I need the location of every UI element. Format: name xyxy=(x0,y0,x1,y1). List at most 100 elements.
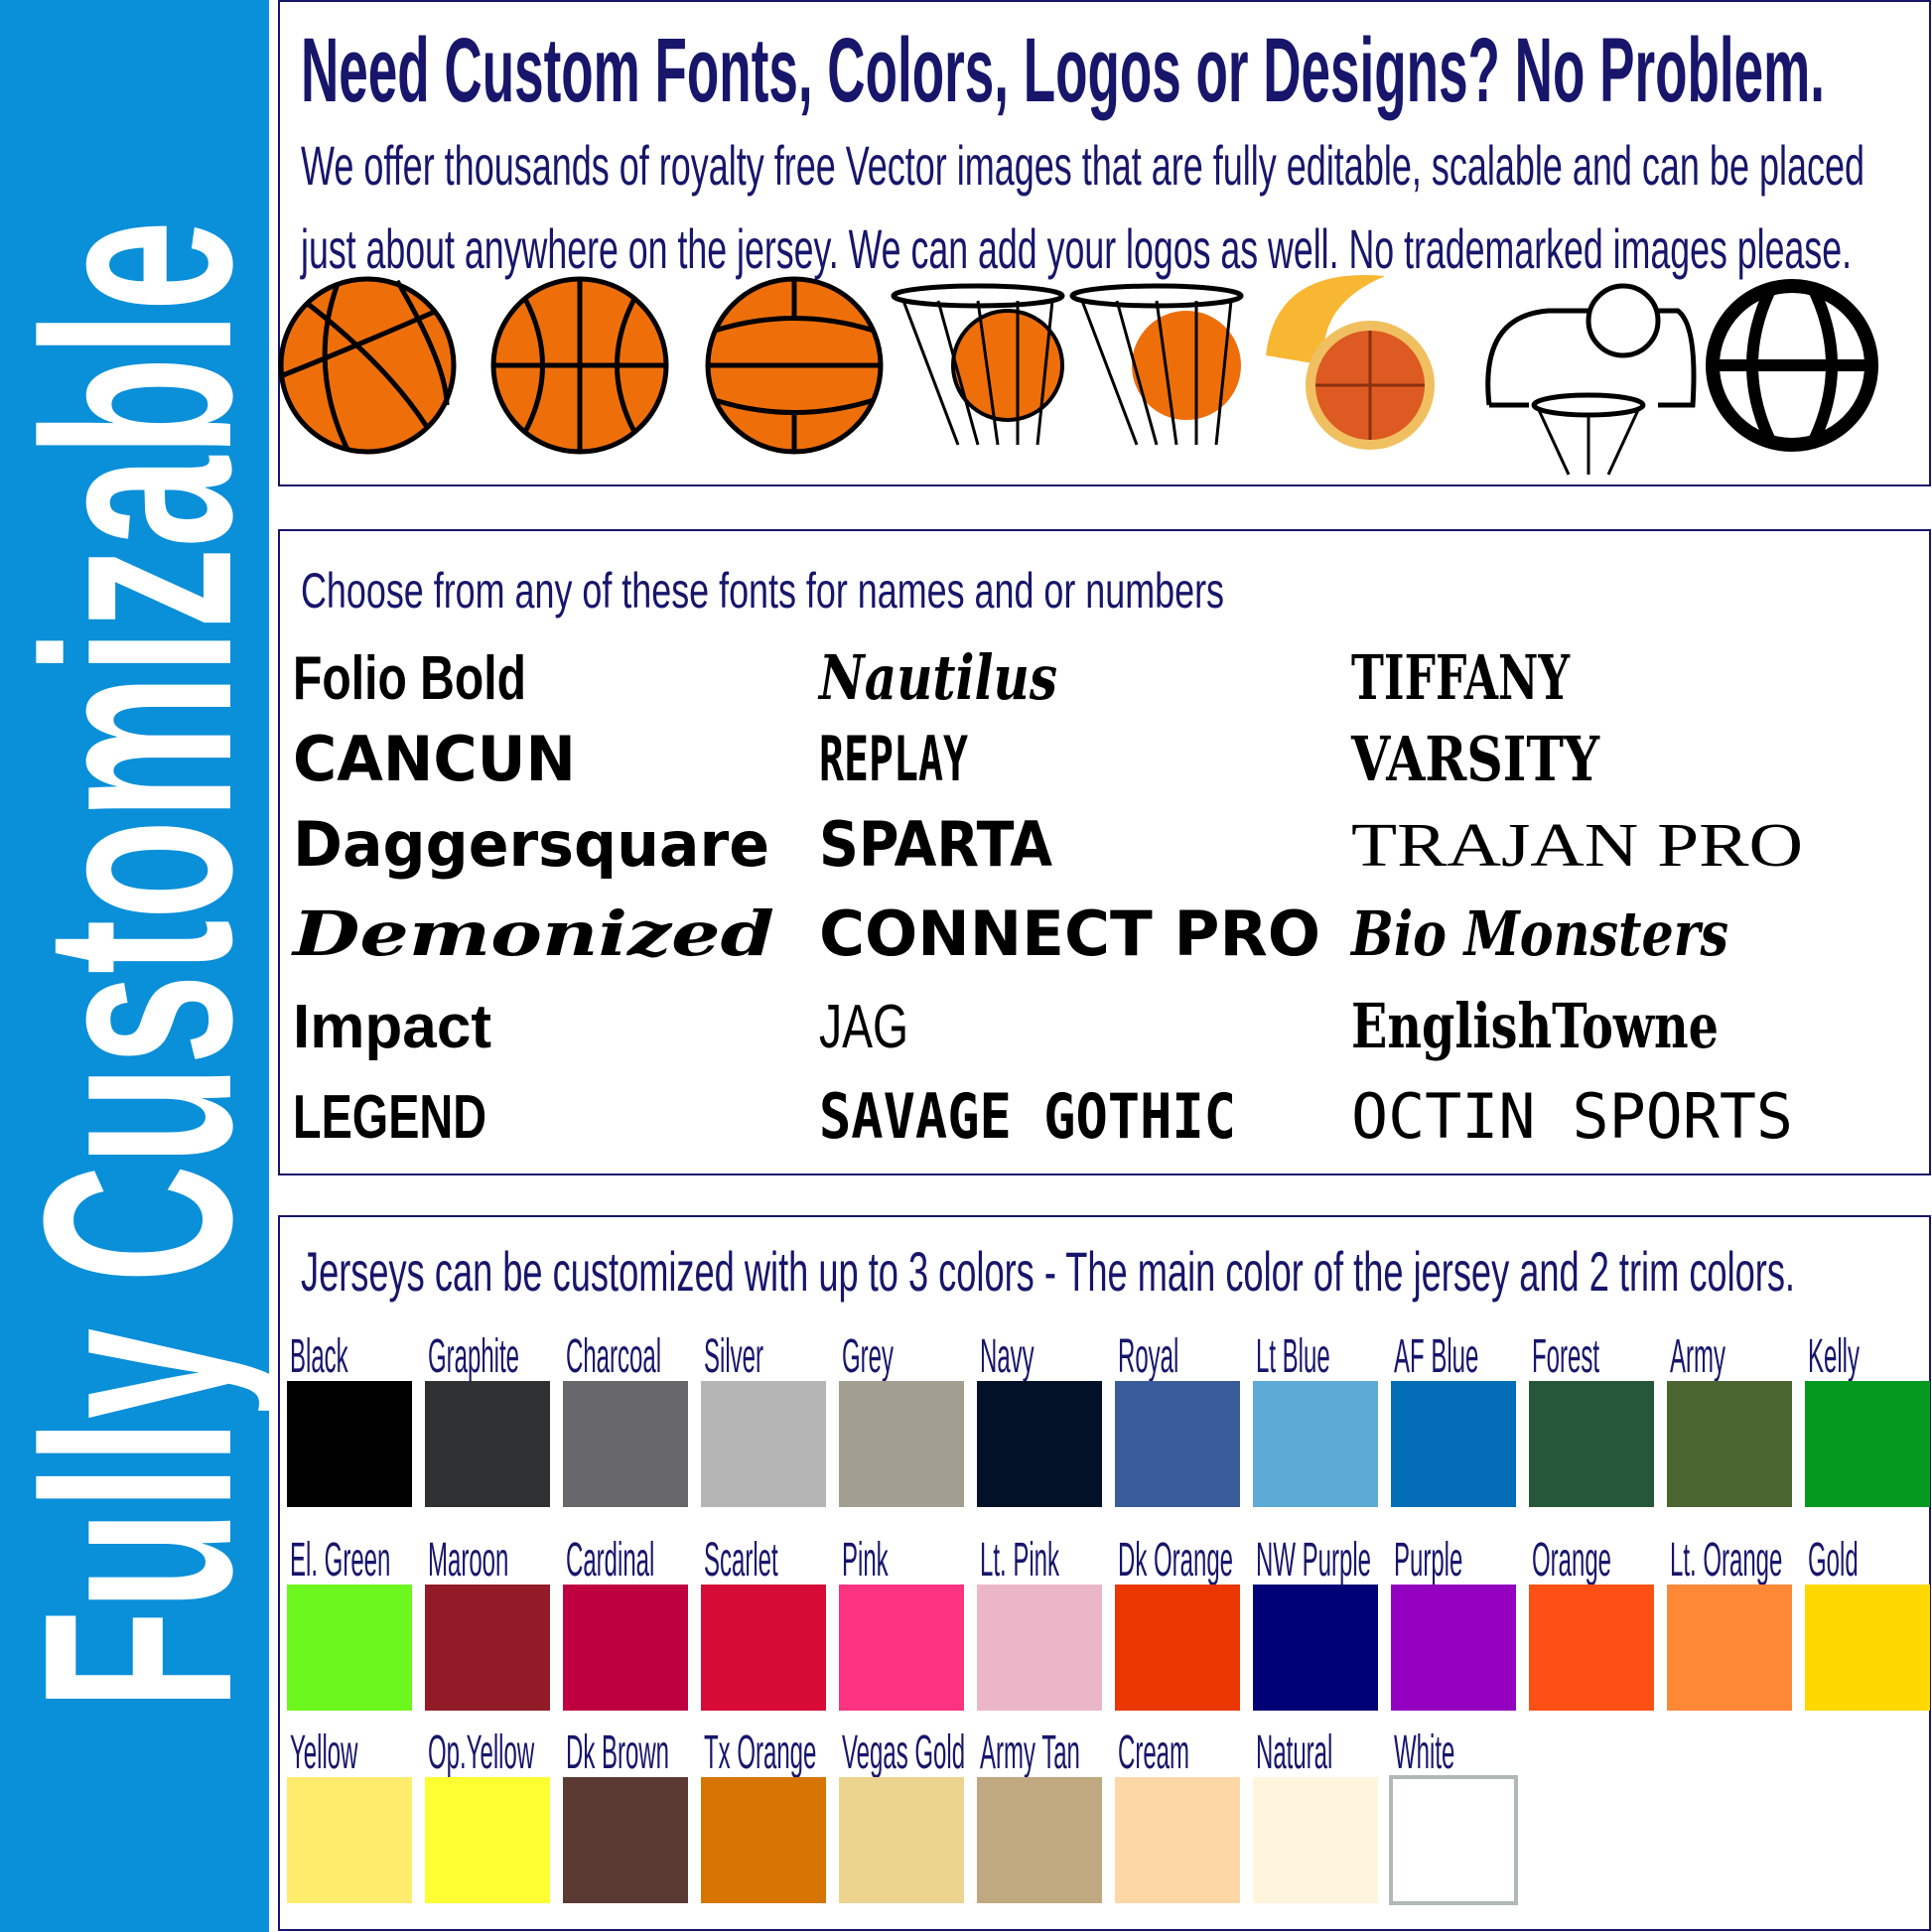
color-swatch-label: Lt Blue xyxy=(1256,1330,1330,1383)
color-swatch-chip xyxy=(1391,1585,1516,1711)
graphics-panel xyxy=(278,0,1931,486)
color-swatch-chip xyxy=(1253,1777,1378,1903)
graphics-panel-line2: just about anywhere on the jersey. We ca… xyxy=(300,217,1852,280)
basketball-outline-icon xyxy=(1706,279,1878,452)
font-sample: VARSITY xyxy=(1350,723,1599,795)
font-sample: SAVAGE GOTHIC xyxy=(819,1080,1236,1153)
color-swatch-chip xyxy=(701,1777,826,1903)
color-swatch-label: AF Blue xyxy=(1394,1330,1478,1383)
side-banner xyxy=(0,0,269,1932)
color-swatch-chip xyxy=(701,1381,826,1507)
color-swatch: Pink xyxy=(839,1534,964,1711)
color-swatch-chip xyxy=(1529,1585,1654,1711)
color-swatch-chip xyxy=(977,1381,1102,1507)
color-swatch: Yellow xyxy=(287,1726,412,1903)
graphics-row xyxy=(278,275,1878,476)
color-swatch: Lt. Orange xyxy=(1667,1534,1792,1711)
color-swatch-label: Cream xyxy=(1118,1726,1189,1779)
color-swatch-label: Kelly xyxy=(1808,1330,1860,1383)
color-swatch-chip xyxy=(287,1777,412,1903)
font-sample: TIFFANY xyxy=(1351,641,1571,714)
color-swatch-chip xyxy=(1115,1585,1240,1711)
basketball-hoop-icon xyxy=(1485,283,1697,476)
color-swatch: El. Green xyxy=(287,1534,412,1711)
color-swatches: Black Graphite Charcoal Silver Grey Navy Royal… xyxy=(287,1330,1930,1905)
color-swatch-label: Army Tan xyxy=(980,1726,1080,1779)
color-swatch-chip xyxy=(563,1381,688,1507)
color-swatch: Dk Brown xyxy=(563,1726,688,1903)
color-swatch: White xyxy=(1389,1726,1518,1905)
side-banner-text: Fully Customizable xyxy=(0,220,289,1710)
color-swatch: Orange xyxy=(1529,1534,1654,1711)
color-swatch: Grey xyxy=(839,1330,964,1507)
color-swatch-label: Yellow xyxy=(290,1726,358,1779)
font-sample: OCTIN SPORTS xyxy=(1351,1080,1793,1153)
color-swatch-chip xyxy=(839,1777,964,1903)
color-swatch: Op.Yellow xyxy=(425,1726,550,1903)
color-swatch: Navy xyxy=(977,1330,1102,1507)
basketball-net-icon xyxy=(891,283,1065,446)
graphics-panel-title: Need Custom Fonts, Colors, Logos or Desi… xyxy=(301,20,1825,121)
fonts-panel xyxy=(278,529,1931,1175)
color-swatch-chip xyxy=(839,1381,964,1507)
color-swatch-chip xyxy=(1805,1381,1930,1507)
font-sample: SPARTA xyxy=(819,808,1052,881)
color-swatch-label: Maroon xyxy=(428,1534,508,1587)
color-swatch-chip xyxy=(1115,1777,1240,1903)
color-swatch: Vegas Gold xyxy=(839,1726,965,1903)
color-swatch-chip xyxy=(425,1777,550,1903)
color-swatch-label: Grey xyxy=(842,1330,894,1383)
font-sample: LEGEND xyxy=(293,1083,486,1152)
color-swatch-chip xyxy=(701,1585,826,1711)
color-swatch: Black xyxy=(287,1330,412,1507)
color-swatch: Graphite xyxy=(425,1330,550,1507)
color-swatch: Cardinal xyxy=(563,1534,688,1711)
color-swatch-label: Charcoal xyxy=(566,1330,661,1383)
color-swatch-label: Purple xyxy=(1394,1534,1462,1587)
color-swatch: NW Purple xyxy=(1253,1534,1378,1711)
flaming-basketball-icon xyxy=(1266,275,1435,450)
basketball-icon xyxy=(278,276,457,455)
color-swatch-label: Forest xyxy=(1532,1330,1599,1383)
fonts-panel-title: Choose from any of these fonts for names… xyxy=(301,563,1224,619)
color-swatch-chip xyxy=(1667,1585,1792,1711)
font-sample: Folio Bold xyxy=(293,644,526,713)
color-swatch-chip xyxy=(1253,1585,1378,1711)
color-swatch-label: Lt. Orange xyxy=(1670,1534,1782,1587)
color-swatch-label: Vegas Gold xyxy=(842,1726,965,1779)
color-swatch: Royal xyxy=(1115,1330,1240,1507)
font-sample: Bio Monsters xyxy=(1349,897,1728,970)
color-swatch-chip xyxy=(287,1585,412,1711)
color-swatch-label: Dk Orange xyxy=(1118,1534,1233,1587)
color-swatch-chip xyxy=(425,1381,550,1507)
color-swatch: Lt Blue xyxy=(1253,1330,1378,1507)
color-swatch-label: Orange xyxy=(1532,1534,1611,1587)
font-sample: Impact xyxy=(293,993,491,1061)
color-swatch-chip xyxy=(1389,1775,1518,1905)
color-swatch-label: Natural xyxy=(1256,1726,1332,1779)
color-swatch-label: Dk Brown xyxy=(566,1726,669,1779)
colors-panel xyxy=(278,1215,1931,1931)
color-swatch: Lt. Pink xyxy=(977,1534,1102,1711)
font-sample: TRAJAN PRO xyxy=(1351,812,1803,880)
basketball-net-icon xyxy=(1069,283,1244,446)
color-swatch-label: NW Purple xyxy=(1256,1534,1371,1587)
color-swatch-label: Graphite xyxy=(428,1330,519,1383)
color-swatch-label: Cardinal xyxy=(566,1534,654,1587)
color-swatch-label: Silver xyxy=(704,1330,763,1383)
color-swatch-label: Black xyxy=(290,1330,348,1383)
color-swatch: Forest xyxy=(1529,1330,1654,1507)
font-sample: Demonized xyxy=(290,897,774,970)
font-sample: REPLAY xyxy=(819,723,968,795)
color-swatch-label: Army xyxy=(1670,1330,1725,1383)
font-sample: CANCUN xyxy=(293,723,576,795)
color-swatch-chip xyxy=(563,1585,688,1711)
color-swatch: Tx Orange xyxy=(701,1726,826,1903)
colors-panel-title: Jerseys can be customized with up to 3 c… xyxy=(301,1240,1795,1303)
font-sample: CONNECT PRO xyxy=(819,897,1320,970)
color-swatch-chip xyxy=(1253,1381,1378,1507)
basketball-icon xyxy=(705,276,884,455)
color-swatch-label: El. Green xyxy=(290,1534,390,1587)
color-swatch-label: White xyxy=(1394,1726,1454,1779)
